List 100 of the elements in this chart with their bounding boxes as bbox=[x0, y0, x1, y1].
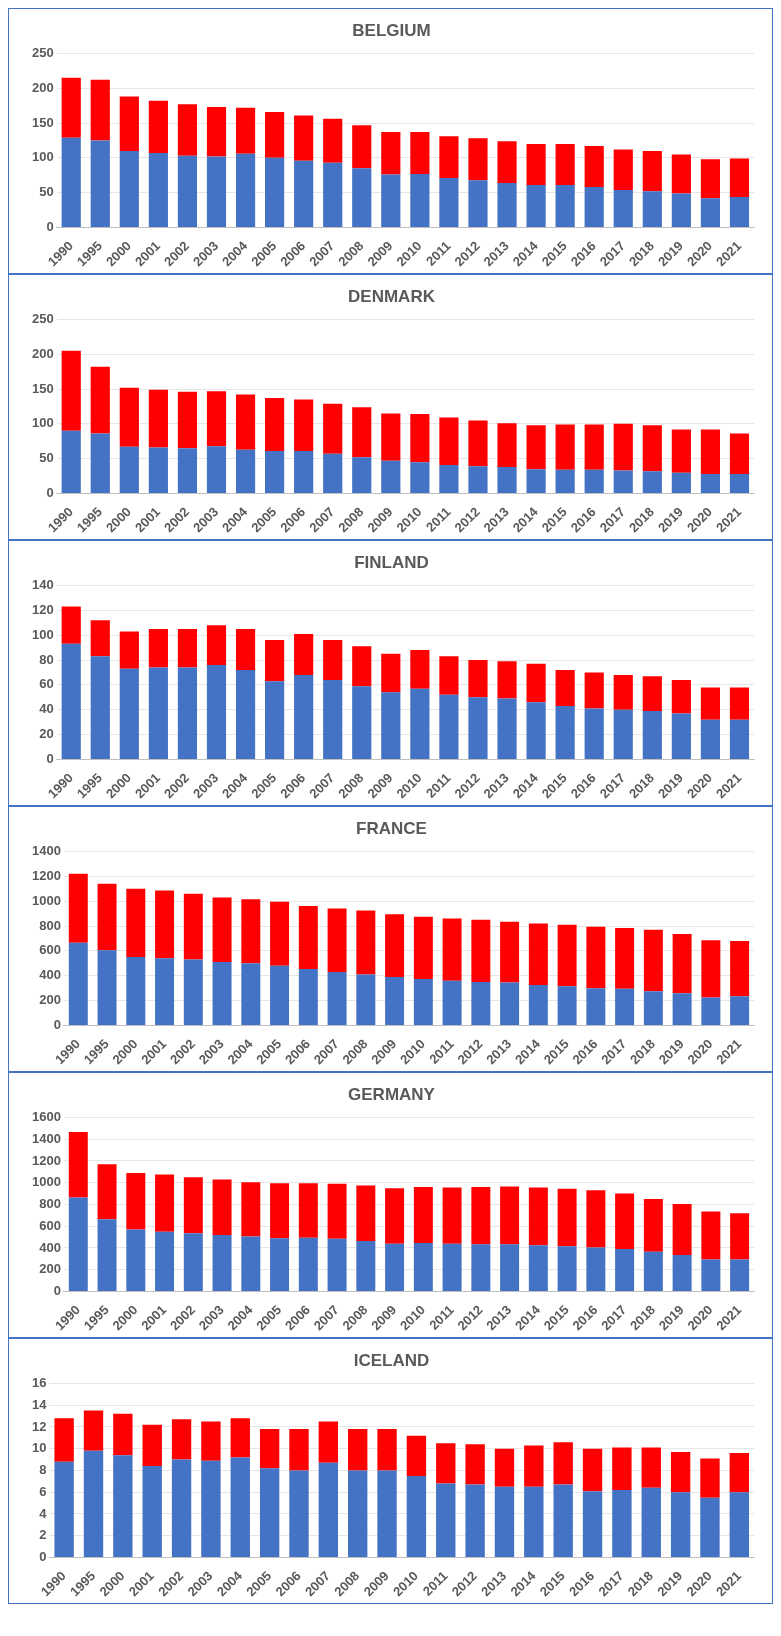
bar bbox=[119, 446, 139, 494]
y-tick-label: 140 bbox=[31, 576, 54, 592]
bar bbox=[298, 1237, 318, 1292]
bar bbox=[557, 1188, 577, 1247]
bar bbox=[526, 143, 546, 186]
bar bbox=[289, 1470, 309, 1558]
y-tick-label: 0 bbox=[46, 219, 54, 235]
bar bbox=[410, 132, 430, 174]
bar bbox=[413, 1243, 433, 1292]
y-tick-label: 600 bbox=[39, 942, 61, 958]
bar bbox=[113, 1455, 133, 1558]
bar bbox=[119, 96, 139, 151]
bar bbox=[729, 196, 750, 228]
bar bbox=[471, 981, 491, 1026]
bar bbox=[212, 962, 232, 1026]
y-tick-label: 200 bbox=[39, 1261, 61, 1277]
bar bbox=[465, 1444, 485, 1485]
bar bbox=[119, 631, 139, 669]
bar bbox=[323, 640, 343, 680]
bar bbox=[265, 111, 285, 158]
bar bbox=[235, 628, 256, 670]
bar bbox=[439, 178, 459, 228]
bar bbox=[701, 997, 721, 1026]
bar bbox=[528, 1245, 548, 1292]
bar bbox=[526, 425, 546, 470]
bar bbox=[584, 672, 604, 709]
bar bbox=[439, 136, 459, 179]
bar bbox=[439, 464, 459, 494]
bar bbox=[471, 1244, 491, 1292]
bar bbox=[177, 667, 198, 760]
bar bbox=[323, 679, 343, 760]
y-tick-label: 10 bbox=[31, 1440, 47, 1456]
bar bbox=[729, 433, 750, 475]
bar bbox=[471, 1187, 491, 1245]
bar bbox=[54, 1418, 74, 1462]
bar bbox=[439, 656, 459, 695]
bar bbox=[61, 350, 81, 431]
bar bbox=[327, 1238, 347, 1292]
bar bbox=[557, 986, 577, 1026]
bar bbox=[671, 472, 691, 494]
bar bbox=[730, 996, 750, 1026]
bar bbox=[584, 708, 604, 760]
bar bbox=[700, 159, 721, 199]
y-tick-label: 1400 bbox=[32, 1130, 61, 1146]
bar bbox=[584, 146, 604, 188]
bar bbox=[148, 667, 168, 760]
bar bbox=[671, 154, 691, 194]
bar bbox=[701, 940, 721, 998]
bar bbox=[497, 467, 517, 494]
bar bbox=[356, 1240, 376, 1292]
bar bbox=[410, 688, 430, 760]
bar bbox=[235, 107, 256, 154]
bar bbox=[670, 1492, 691, 1558]
bar bbox=[83, 1450, 104, 1558]
y-tick-label: 40 bbox=[39, 701, 54, 717]
bar bbox=[90, 140, 110, 228]
bar bbox=[155, 958, 175, 1026]
bar bbox=[259, 1429, 280, 1469]
bar bbox=[642, 711, 662, 760]
bar bbox=[406, 1435, 427, 1476]
bar bbox=[61, 77, 81, 138]
bar bbox=[352, 125, 372, 169]
bar bbox=[671, 679, 691, 714]
bar bbox=[557, 924, 577, 987]
bar bbox=[410, 173, 430, 228]
bar bbox=[642, 150, 662, 192]
bar bbox=[381, 460, 401, 494]
bar bbox=[352, 686, 372, 760]
bar bbox=[729, 1453, 750, 1493]
bar bbox=[586, 926, 606, 989]
bar bbox=[381, 132, 401, 175]
y-tick-label: 0 bbox=[46, 485, 54, 501]
bar bbox=[356, 1185, 376, 1241]
bar bbox=[348, 1429, 368, 1471]
bar bbox=[352, 457, 372, 494]
bar bbox=[436, 1483, 456, 1558]
bar bbox=[613, 674, 633, 710]
bar bbox=[270, 901, 290, 966]
y-tick-label: 1400 bbox=[32, 842, 61, 858]
bar bbox=[294, 115, 314, 161]
bar bbox=[439, 694, 459, 760]
bar bbox=[555, 185, 575, 228]
bar bbox=[442, 1243, 462, 1292]
y-tick-label: 1600 bbox=[32, 1108, 61, 1124]
bar bbox=[700, 429, 721, 475]
bar bbox=[555, 424, 575, 470]
bar bbox=[235, 153, 256, 228]
bar bbox=[729, 474, 750, 494]
bar bbox=[381, 413, 401, 461]
y-tick-label: 50 bbox=[39, 184, 54, 200]
bar bbox=[265, 157, 285, 228]
bar bbox=[410, 650, 430, 689]
bar bbox=[468, 660, 488, 698]
bar bbox=[298, 1183, 318, 1238]
bar bbox=[643, 1199, 663, 1252]
bar bbox=[381, 692, 401, 760]
bar bbox=[352, 407, 372, 458]
bar bbox=[524, 1445, 544, 1487]
bar bbox=[615, 1249, 635, 1292]
bar bbox=[468, 697, 488, 760]
